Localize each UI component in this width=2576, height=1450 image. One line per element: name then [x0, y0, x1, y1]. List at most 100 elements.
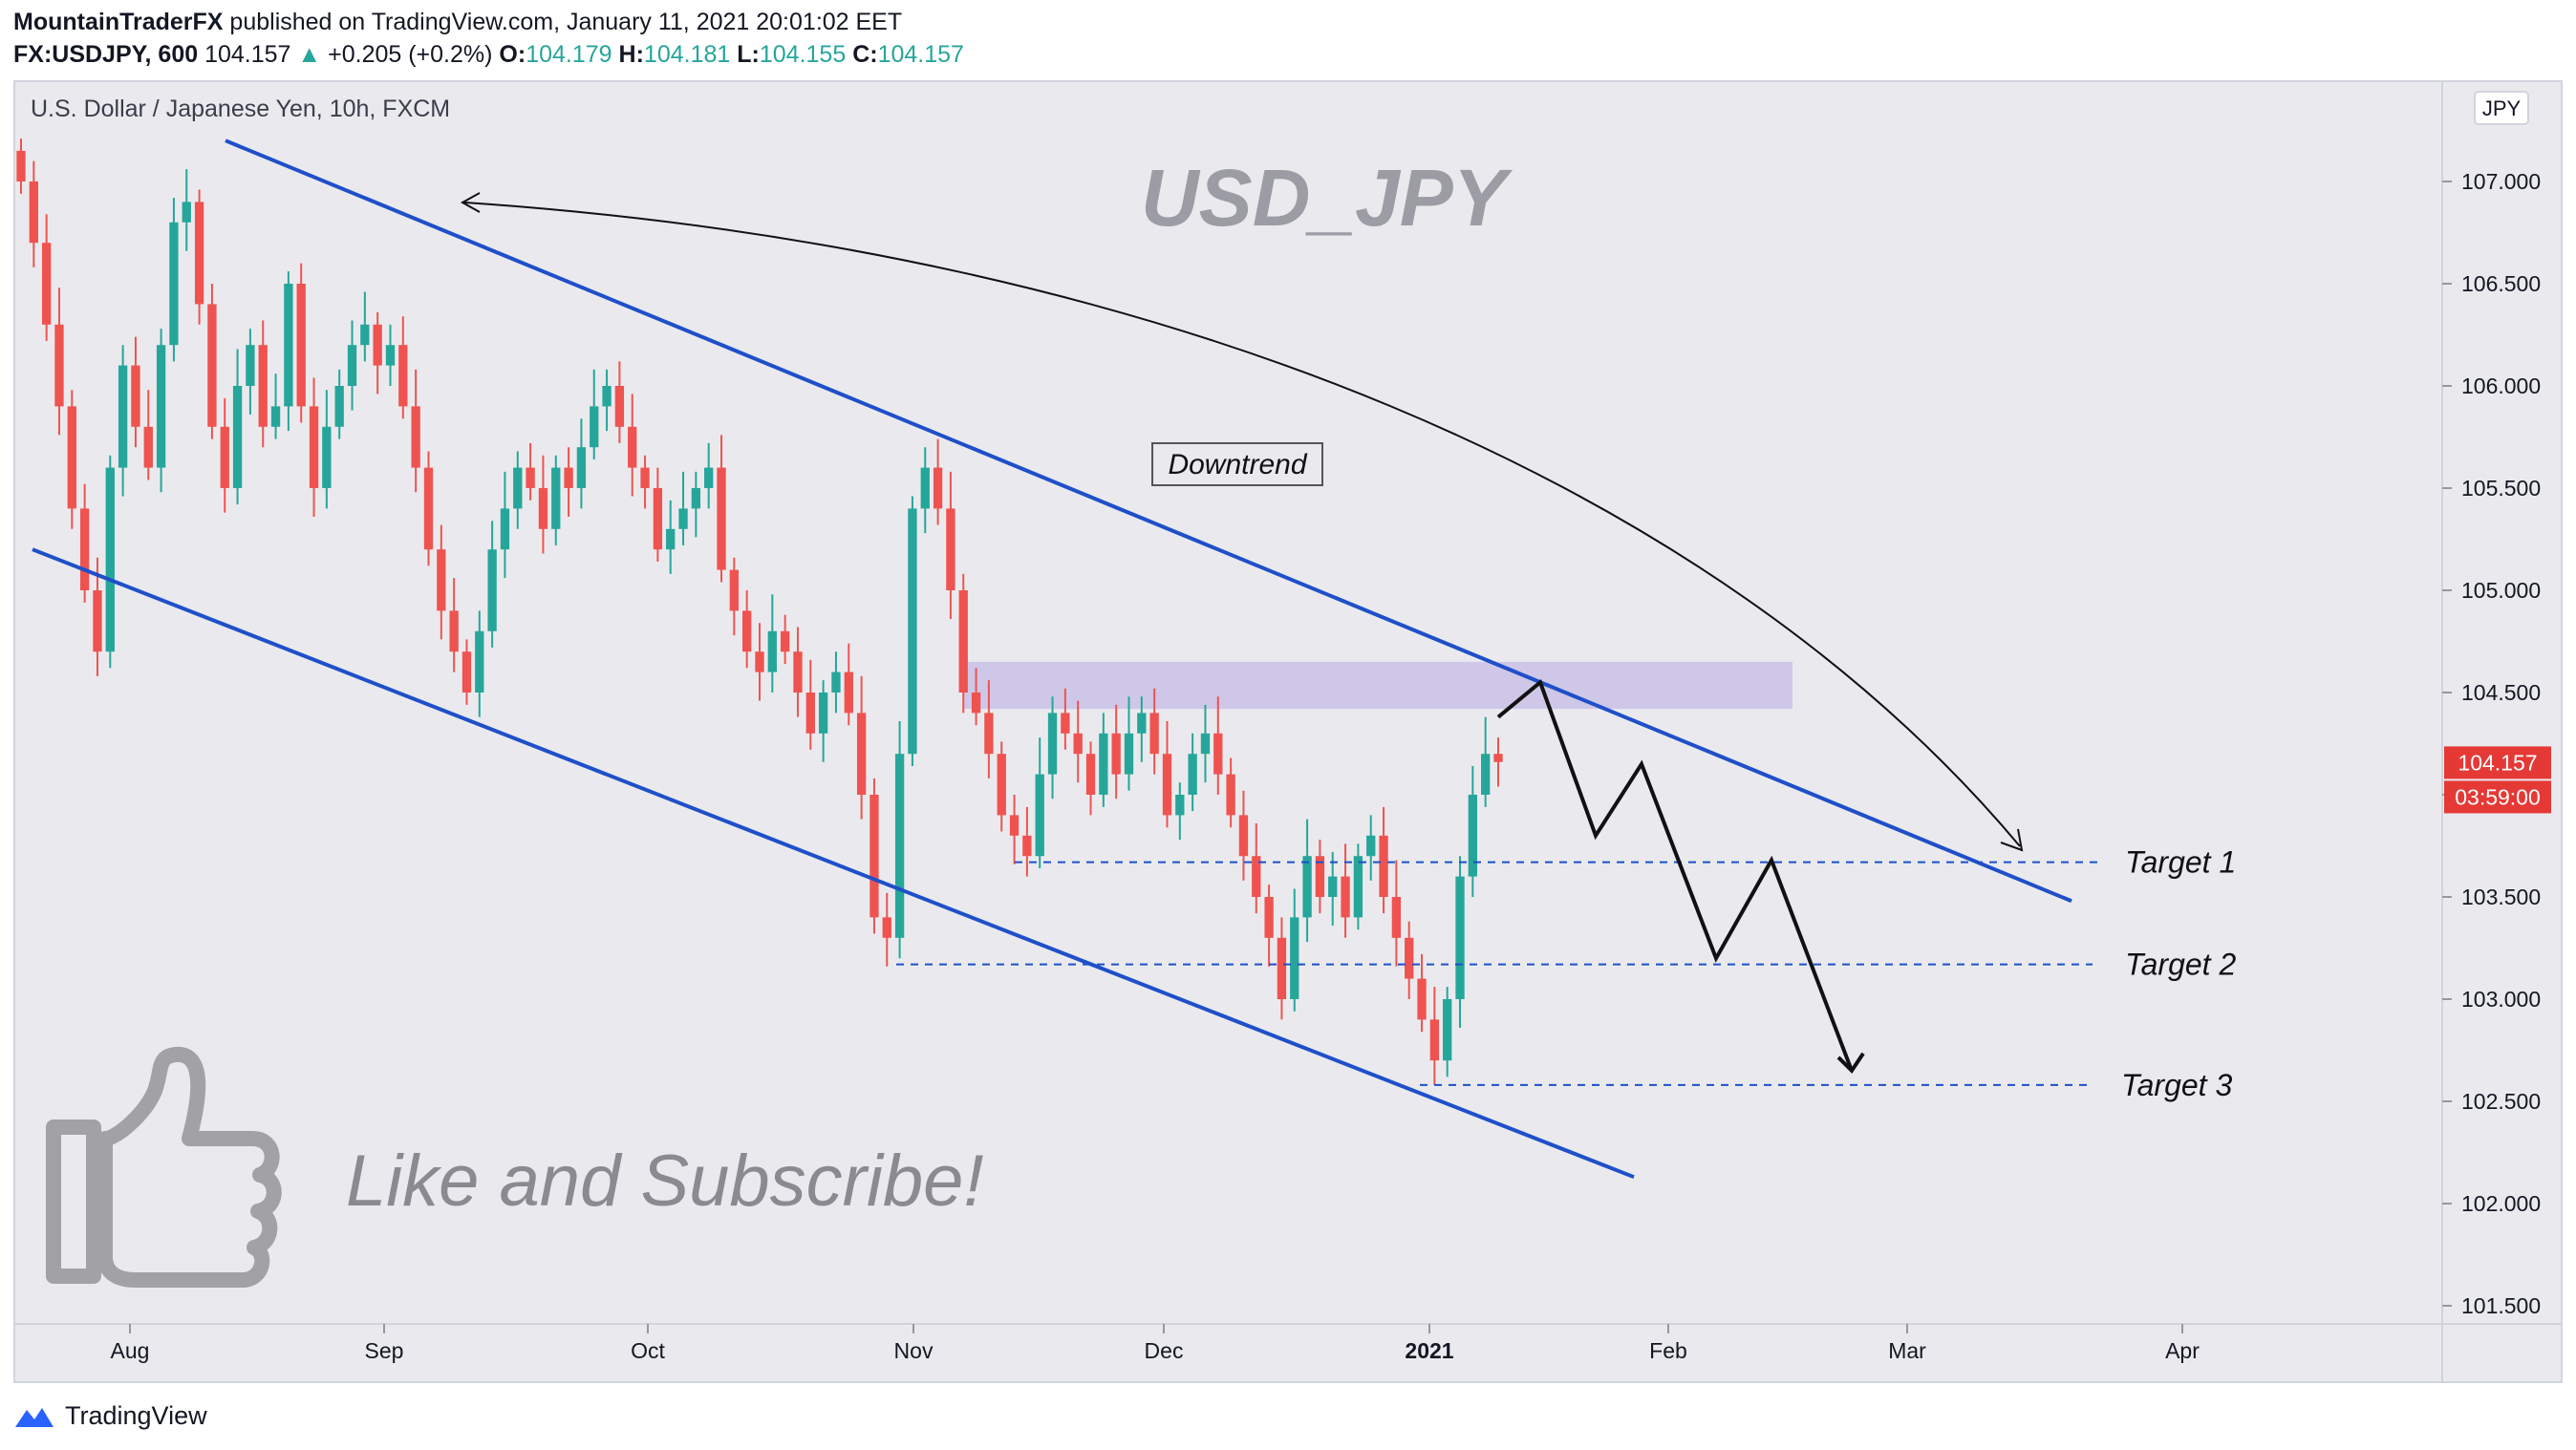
candle-body[interactable]	[1302, 856, 1312, 918]
candle-body[interactable]	[1468, 795, 1478, 877]
candle-body[interactable]	[1009, 815, 1020, 836]
candle-body[interactable]	[360, 324, 370, 346]
last-price-tag[interactable]	[2444, 746, 2551, 779]
candle-body[interactable]	[767, 630, 777, 672]
price-chart[interactable]: U.S. Dollar / Japanese Yen, 10h, FXCM US…	[15, 82, 2561, 1381]
candle-body[interactable]	[475, 630, 484, 693]
candle-body[interactable]	[437, 549, 446, 611]
resistance-zone[interactable]	[963, 661, 1792, 710]
chart-panel[interactable]: U.S. Dollar / Japanese Yen, 10h, FXCM US…	[13, 80, 2563, 1383]
candle-body[interactable]	[270, 406, 281, 427]
candle-body[interactable]	[933, 467, 943, 509]
candle-body[interactable]	[1405, 937, 1414, 979]
candle-body[interactable]	[653, 488, 663, 550]
candle-body[interactable]	[1073, 733, 1083, 755]
candle-body[interactable]	[564, 467, 573, 488]
candle-body[interactable]	[347, 345, 357, 386]
candle-body[interactable]	[984, 713, 994, 755]
candle-body[interactable]	[1213, 733, 1223, 775]
candle-body[interactable]	[602, 386, 612, 407]
candle-body[interactable]	[500, 508, 510, 550]
candle-body[interactable]	[856, 713, 867, 795]
candle-body[interactable]	[194, 202, 204, 305]
candle-body[interactable]	[322, 426, 332, 488]
candle-body[interactable]	[1137, 713, 1147, 734]
candle-body[interactable]	[576, 447, 587, 488]
candle-body[interactable]	[1111, 733, 1121, 775]
candle-body[interactable]	[1429, 1019, 1440, 1061]
time-axis[interactable]: Aug Sep Oct Nov Dec 2021 Feb Mar Apr	[111, 1324, 2200, 1363]
candle-body[interactable]	[1493, 754, 1503, 762]
candle-body[interactable]	[1417, 978, 1427, 1020]
candle-body[interactable]	[1099, 733, 1108, 795]
author-name[interactable]: MountainTraderFX	[13, 9, 224, 35]
candle-body[interactable]	[487, 549, 497, 631]
candle-body[interactable]	[538, 488, 548, 529]
candle-body[interactable]	[1443, 999, 1452, 1061]
candle-body[interactable]	[232, 386, 243, 488]
candle-body[interactable]	[793, 651, 803, 693]
candle-body[interactable]	[1124, 733, 1134, 775]
candle-body[interactable]	[1290, 917, 1299, 999]
candle-body[interactable]	[296, 284, 306, 407]
candle-body[interactable]	[334, 386, 344, 427]
countdown-tag[interactable]	[2444, 780, 2551, 814]
candle-body[interactable]	[207, 304, 217, 427]
candle-body[interactable]	[805, 693, 815, 734]
candle-body[interactable]	[1085, 754, 1096, 795]
candle-body[interactable]	[1238, 815, 1249, 857]
candle-body[interactable]	[1061, 713, 1070, 734]
candle-body[interactable]	[373, 324, 382, 366]
candle-body[interactable]	[831, 672, 841, 693]
candle-body[interactable]	[423, 467, 434, 550]
tradingview-logo-icon[interactable]	[13, 1402, 55, 1429]
candle-body[interactable]	[1277, 937, 1287, 999]
candle-body[interactable]	[93, 590, 102, 652]
candle-body[interactable]	[1252, 856, 1261, 897]
candle-body[interactable]	[1200, 733, 1211, 755]
candle-body[interactable]	[882, 917, 891, 938]
candle-body[interactable]	[16, 150, 26, 181]
candle-body[interactable]	[780, 630, 790, 652]
price-axis[interactable]: 107.000 106.500 106.000 105.500 105.000 104.5…	[2442, 169, 2541, 1318]
candle-body[interactable]	[1162, 754, 1172, 816]
candle-body[interactable]	[449, 610, 459, 652]
candle-body[interactable]	[398, 345, 408, 407]
tradingview-brand[interactable]: TradingView	[65, 1401, 207, 1430]
candle-body[interactable]	[1391, 897, 1402, 938]
candle-body[interactable]	[691, 488, 701, 509]
candle-body[interactable]	[614, 386, 625, 427]
candle-body[interactable]	[41, 243, 52, 325]
candle-body[interactable]	[1328, 876, 1338, 897]
candle-body[interactable]	[590, 406, 599, 448]
candle-body[interactable]	[958, 590, 968, 693]
candle-body[interactable]	[1366, 835, 1376, 857]
candle-body[interactable]	[1175, 795, 1185, 816]
candle-body[interactable]	[1035, 774, 1044, 857]
candle-body[interactable]	[1226, 774, 1235, 816]
candle-body[interactable]	[1341, 876, 1350, 918]
candle-body[interactable]	[169, 222, 179, 346]
candle-body[interactable]	[869, 795, 879, 918]
candle-body[interactable]	[997, 754, 1006, 816]
candle-body[interactable]	[156, 345, 166, 468]
candle-body[interactable]	[1379, 835, 1388, 897]
candle-body[interactable]	[462, 651, 472, 693]
candle-body[interactable]	[513, 467, 523, 509]
candle-body[interactable]	[1047, 713, 1058, 775]
candle-body[interactable]	[284, 284, 293, 407]
projected-path[interactable]	[1496, 678, 1854, 1072]
candle-body[interactable]	[755, 651, 764, 672]
candle-body[interactable]	[143, 426, 153, 468]
candle-body[interactable]	[717, 467, 726, 570]
candle-body[interactable]	[526, 467, 535, 488]
candle-body[interactable]	[105, 467, 115, 652]
candle-body[interactable]	[704, 467, 714, 488]
candle-body[interactable]	[1455, 876, 1465, 999]
candle-body[interactable]	[411, 406, 420, 468]
candle-body[interactable]	[79, 508, 90, 590]
candle-body[interactable]	[920, 467, 930, 509]
candle-body[interactable]	[54, 324, 64, 407]
curved-arrow[interactable]	[463, 202, 2021, 847]
candlestick-series[interactable]	[16, 139, 1503, 1085]
